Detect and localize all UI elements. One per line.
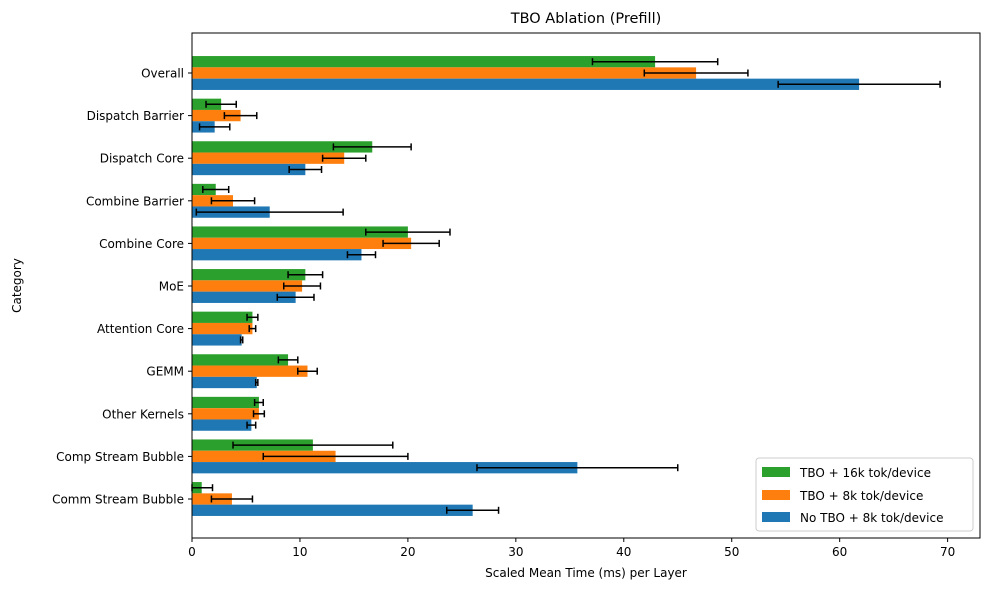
error-bar bbox=[276, 293, 315, 301]
bar bbox=[192, 56, 656, 68]
bar bbox=[192, 334, 242, 346]
bar bbox=[192, 163, 306, 176]
bar bbox=[192, 408, 259, 420]
bar bbox=[192, 152, 345, 164]
y-axis-title: Category bbox=[10, 258, 24, 313]
bar bbox=[192, 141, 373, 153]
bar bbox=[192, 354, 289, 366]
bar bbox=[192, 237, 412, 250]
bar bbox=[192, 269, 306, 281]
x-axis: 0 10 20 30 40 50 60 70 bbox=[188, 538, 955, 559]
legend-swatch bbox=[762, 490, 790, 500]
error-bar bbox=[198, 123, 231, 131]
bar bbox=[192, 376, 257, 389]
y-tick-label: Comp Stream Bubble bbox=[56, 450, 184, 464]
y-tick-label: Combine Core bbox=[99, 237, 184, 251]
chart-title: TBO Ablation (Prefill) bbox=[510, 11, 662, 27]
error-bar bbox=[239, 336, 244, 344]
error-bar bbox=[777, 80, 941, 88]
error-bar bbox=[382, 239, 440, 247]
legend-swatch bbox=[762, 467, 790, 477]
x-tick-label: 50 bbox=[724, 545, 739, 559]
error-bar bbox=[297, 367, 318, 375]
bar bbox=[192, 280, 303, 292]
error-bar bbox=[321, 154, 367, 162]
y-tick-label: Comm Stream Bubble bbox=[52, 493, 184, 507]
error-bar bbox=[252, 410, 266, 418]
y-tick-label: Combine Barrier bbox=[86, 194, 184, 208]
error-bar bbox=[591, 58, 719, 66]
bar bbox=[192, 462, 578, 474]
y-tick-label: GEMM bbox=[146, 365, 184, 379]
x-tick-label: 30 bbox=[508, 545, 523, 559]
x-tick-label: 70 bbox=[940, 545, 955, 559]
y-tick-label: Other Kernels bbox=[102, 407, 184, 421]
x-tick-label: 0 bbox=[188, 545, 196, 559]
errorbars-layer bbox=[191, 58, 941, 514]
x-tick-label: 60 bbox=[832, 545, 847, 559]
error-bar bbox=[246, 421, 257, 429]
bar bbox=[192, 67, 697, 79]
error-bar bbox=[254, 379, 259, 386]
bar bbox=[192, 396, 259, 409]
legend: TBO + 16k tok/device TBO + 8k tok/device… bbox=[755, 457, 974, 532]
y-tick-label: Overall bbox=[141, 67, 184, 81]
legend-swatch bbox=[762, 512, 790, 522]
bar bbox=[192, 78, 860, 90]
x-axis-title: Scaled Mean Time (ms) per Layer bbox=[485, 566, 687, 580]
error-bar bbox=[332, 143, 412, 151]
y-tick-label: Attention Core bbox=[97, 322, 184, 336]
error-bar bbox=[262, 452, 409, 460]
error-bar bbox=[210, 495, 254, 503]
bar bbox=[192, 109, 241, 122]
error-bar bbox=[476, 464, 679, 472]
legend-label: TBO + 8k tok/device bbox=[799, 489, 923, 503]
bar bbox=[192, 365, 308, 377]
error-bar bbox=[643, 69, 749, 77]
y-tick-label: MoE bbox=[159, 280, 184, 294]
error-bar bbox=[195, 208, 344, 216]
error-bar bbox=[365, 228, 451, 236]
x-tick-label: 10 bbox=[292, 545, 307, 559]
error-bar bbox=[446, 506, 500, 514]
y-tick-label: Dispatch Core bbox=[100, 152, 184, 166]
error-bar bbox=[283, 282, 322, 290]
bar bbox=[192, 504, 473, 516]
error-bar bbox=[210, 197, 256, 205]
error-bar bbox=[277, 356, 299, 364]
bar bbox=[192, 311, 253, 323]
x-tick-label: 20 bbox=[400, 545, 415, 559]
error-bar bbox=[346, 251, 377, 259]
legend-box bbox=[755, 457, 974, 532]
legend-label: TBO + 16k tok/device bbox=[799, 466, 931, 480]
error-bar bbox=[253, 399, 264, 406]
bar bbox=[192, 291, 296, 303]
error-bar bbox=[232, 441, 394, 449]
error-bar bbox=[246, 313, 259, 321]
y-tick-label: Dispatch Barrier bbox=[87, 109, 184, 123]
bar bbox=[192, 322, 253, 335]
bar bbox=[192, 419, 252, 431]
bar bbox=[192, 226, 408, 238]
error-bar bbox=[287, 271, 324, 279]
error-bar bbox=[205, 100, 238, 108]
error-bar bbox=[223, 112, 258, 120]
y-axis: Overall Dispatch Barrier Dispatch Core Comb… bbox=[52, 67, 192, 507]
error-bar bbox=[288, 166, 323, 173]
error-bar bbox=[248, 325, 257, 333]
legend-label: No TBO + 8k tok/device bbox=[800, 511, 943, 525]
error-bar bbox=[202, 186, 230, 193]
x-tick-label: 40 bbox=[616, 545, 631, 559]
bar bbox=[192, 249, 362, 261]
